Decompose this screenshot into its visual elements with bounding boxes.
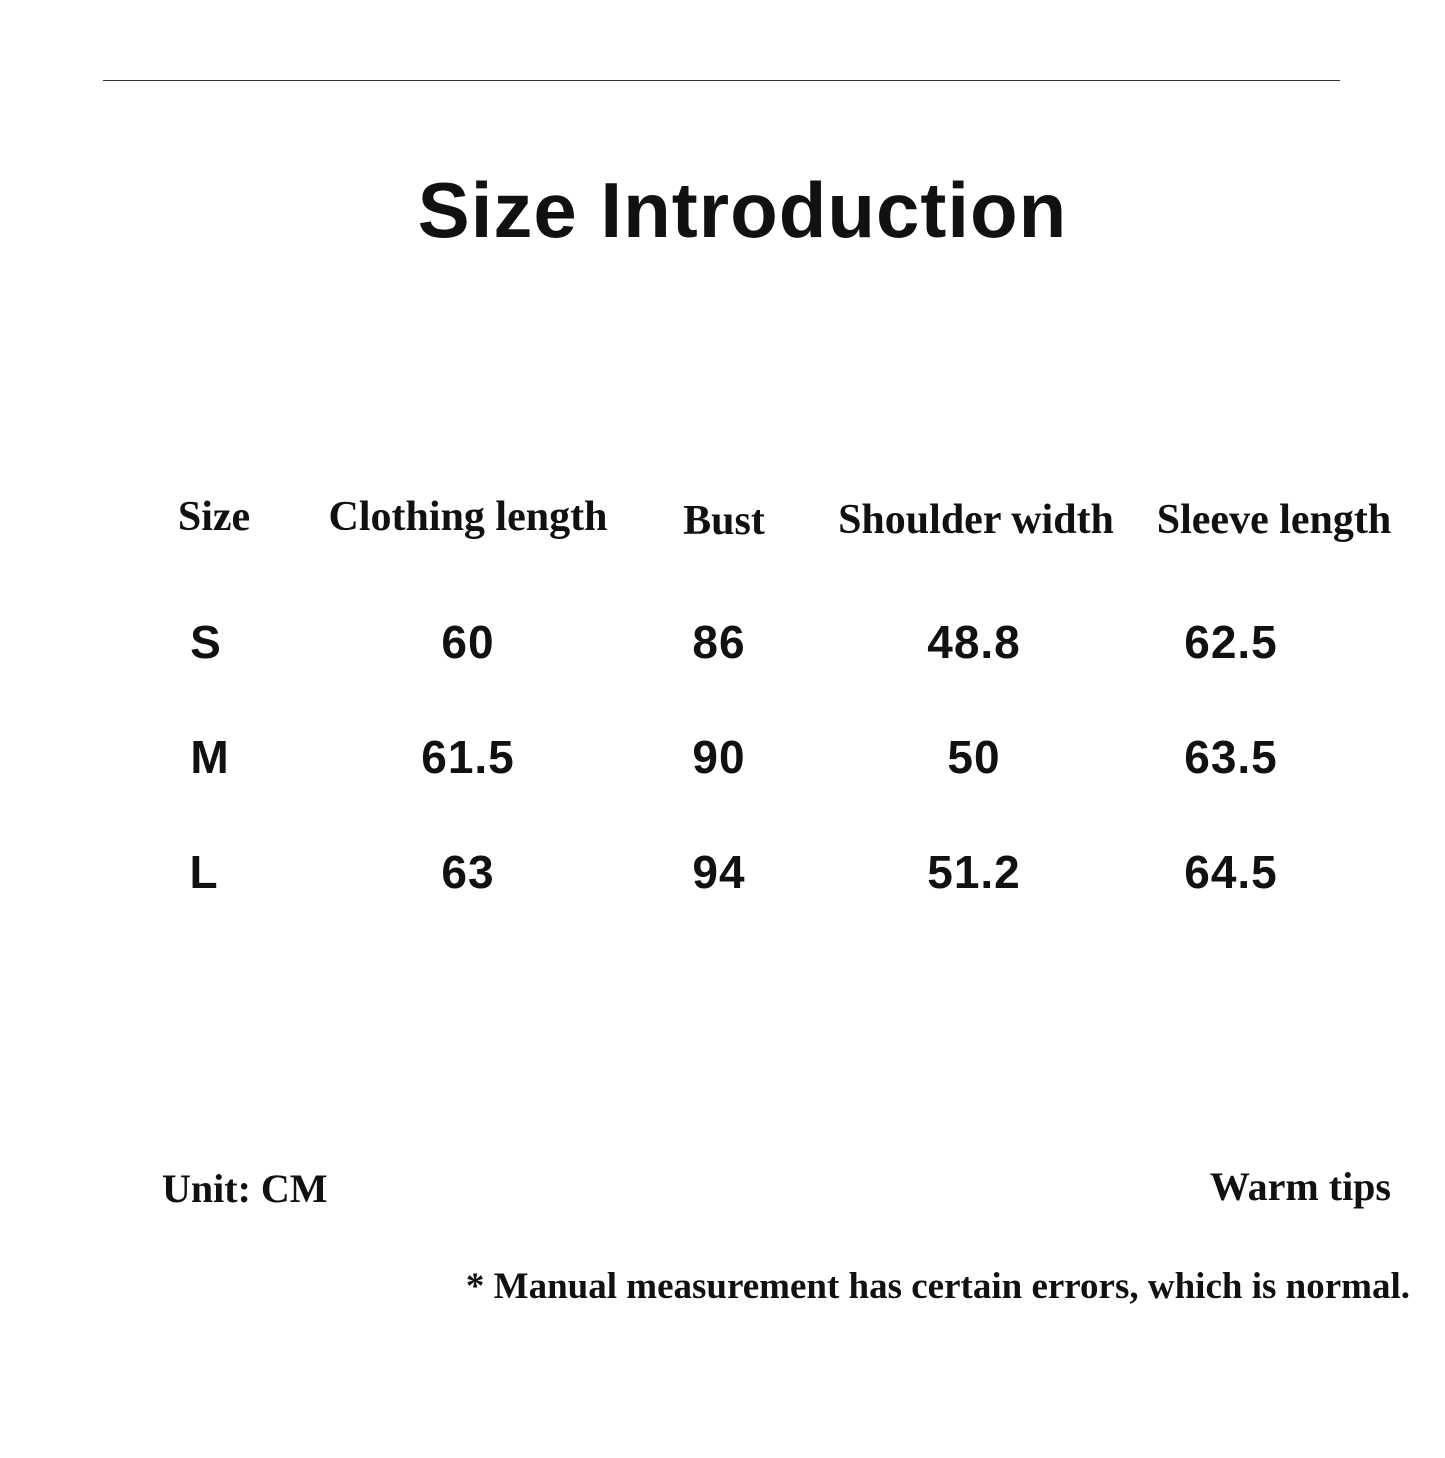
table-cell: 50	[947, 731, 1001, 783]
unit-label: Unit: CM	[162, 1166, 328, 1211]
table-cell: 60	[441, 616, 495, 668]
header-bust: Bust	[683, 498, 765, 544]
table-cell: L	[189, 846, 219, 898]
header-shoulder-width: Shoulder width	[838, 497, 1114, 543]
warm-tips-label: Warm tips	[1209, 1164, 1391, 1209]
header-sleeve-length: Sleeve length	[1156, 497, 1392, 543]
table-cell: 51.2	[927, 846, 1021, 898]
table-cell: 86	[692, 616, 746, 668]
page-title: Size Introduction	[417, 166, 1068, 254]
table-cell: 63.5	[1184, 731, 1278, 783]
measurement-note: * Manual measurement has certain errors,…	[465, 1266, 1410, 1307]
top-divider	[103, 80, 1340, 81]
table-cell: 90	[692, 731, 746, 783]
table-cell: 63	[441, 846, 495, 898]
table-cell: M	[190, 731, 230, 783]
table-cell: 61.5	[421, 731, 515, 783]
table-cell: 64.5	[1184, 846, 1278, 898]
table-cell: S	[190, 616, 222, 668]
header-clothing-length: Clothing length	[328, 494, 608, 540]
header-size: Size	[177, 494, 251, 540]
table-cell: 94	[692, 846, 746, 898]
table-cell: 62.5	[1184, 616, 1278, 668]
table-cell: 48.8	[927, 616, 1021, 668]
